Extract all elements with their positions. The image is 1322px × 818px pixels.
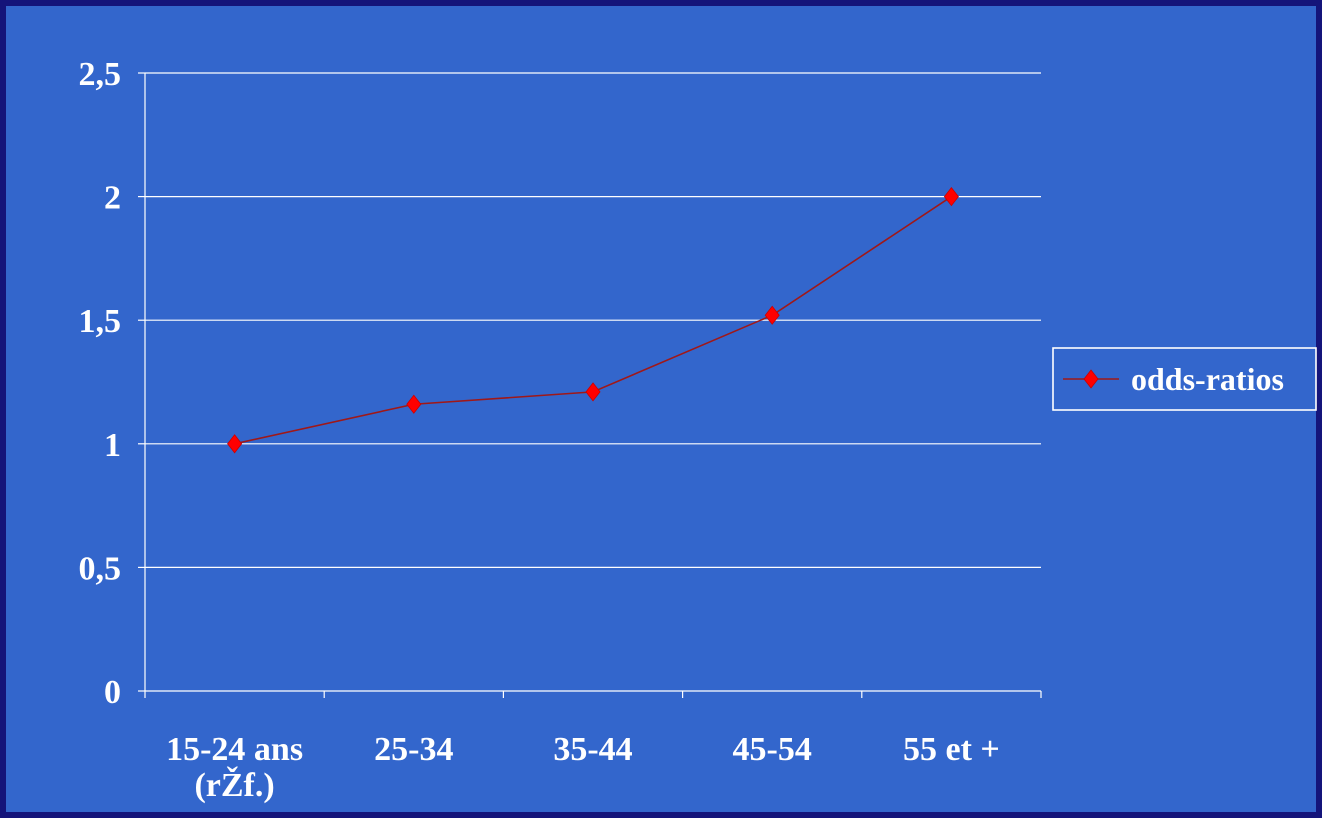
y-tick-labels: 0 0,5 1 1,5 2 2,5: [79, 56, 122, 711]
x-tick-label: 15-24 ans (rŽf.): [166, 731, 303, 804]
y-tick-label: 2,5: [79, 56, 122, 93]
y-tick-label: 1: [104, 427, 121, 464]
x-tick-label: 35-44: [553, 731, 632, 768]
x-tick-label: 45-54: [733, 731, 812, 768]
y-tick-label: 2: [104, 180, 121, 217]
legend: odds-ratios: [1052, 347, 1317, 411]
legend-swatch-marker: [1083, 369, 1099, 389]
data-point-marker: [585, 382, 601, 402]
y-tick-label: 1,5: [79, 303, 122, 340]
y-tick-label: 0,5: [79, 550, 122, 587]
y-tick-label: 0: [104, 674, 121, 711]
x-tick-label: 55 et +: [903, 731, 1000, 768]
axes: [138, 72, 1042, 698]
data-point-marker: [764, 305, 780, 325]
legend-label: odds-ratios: [1131, 361, 1284, 397]
data-point-marker: [943, 186, 959, 207]
x-tick-label: 25-34: [374, 731, 453, 768]
data-point-marker: [406, 394, 422, 414]
x-tick-labels: 15-24 ans (rŽf.) 25-34 35-44 45-54 55 et +: [166, 731, 1000, 804]
legend-box: [1052, 347, 1317, 411]
series-odds-ratios: [227, 186, 959, 454]
gridlines: [145, 72, 1041, 569]
data-point-marker: [227, 434, 243, 454]
